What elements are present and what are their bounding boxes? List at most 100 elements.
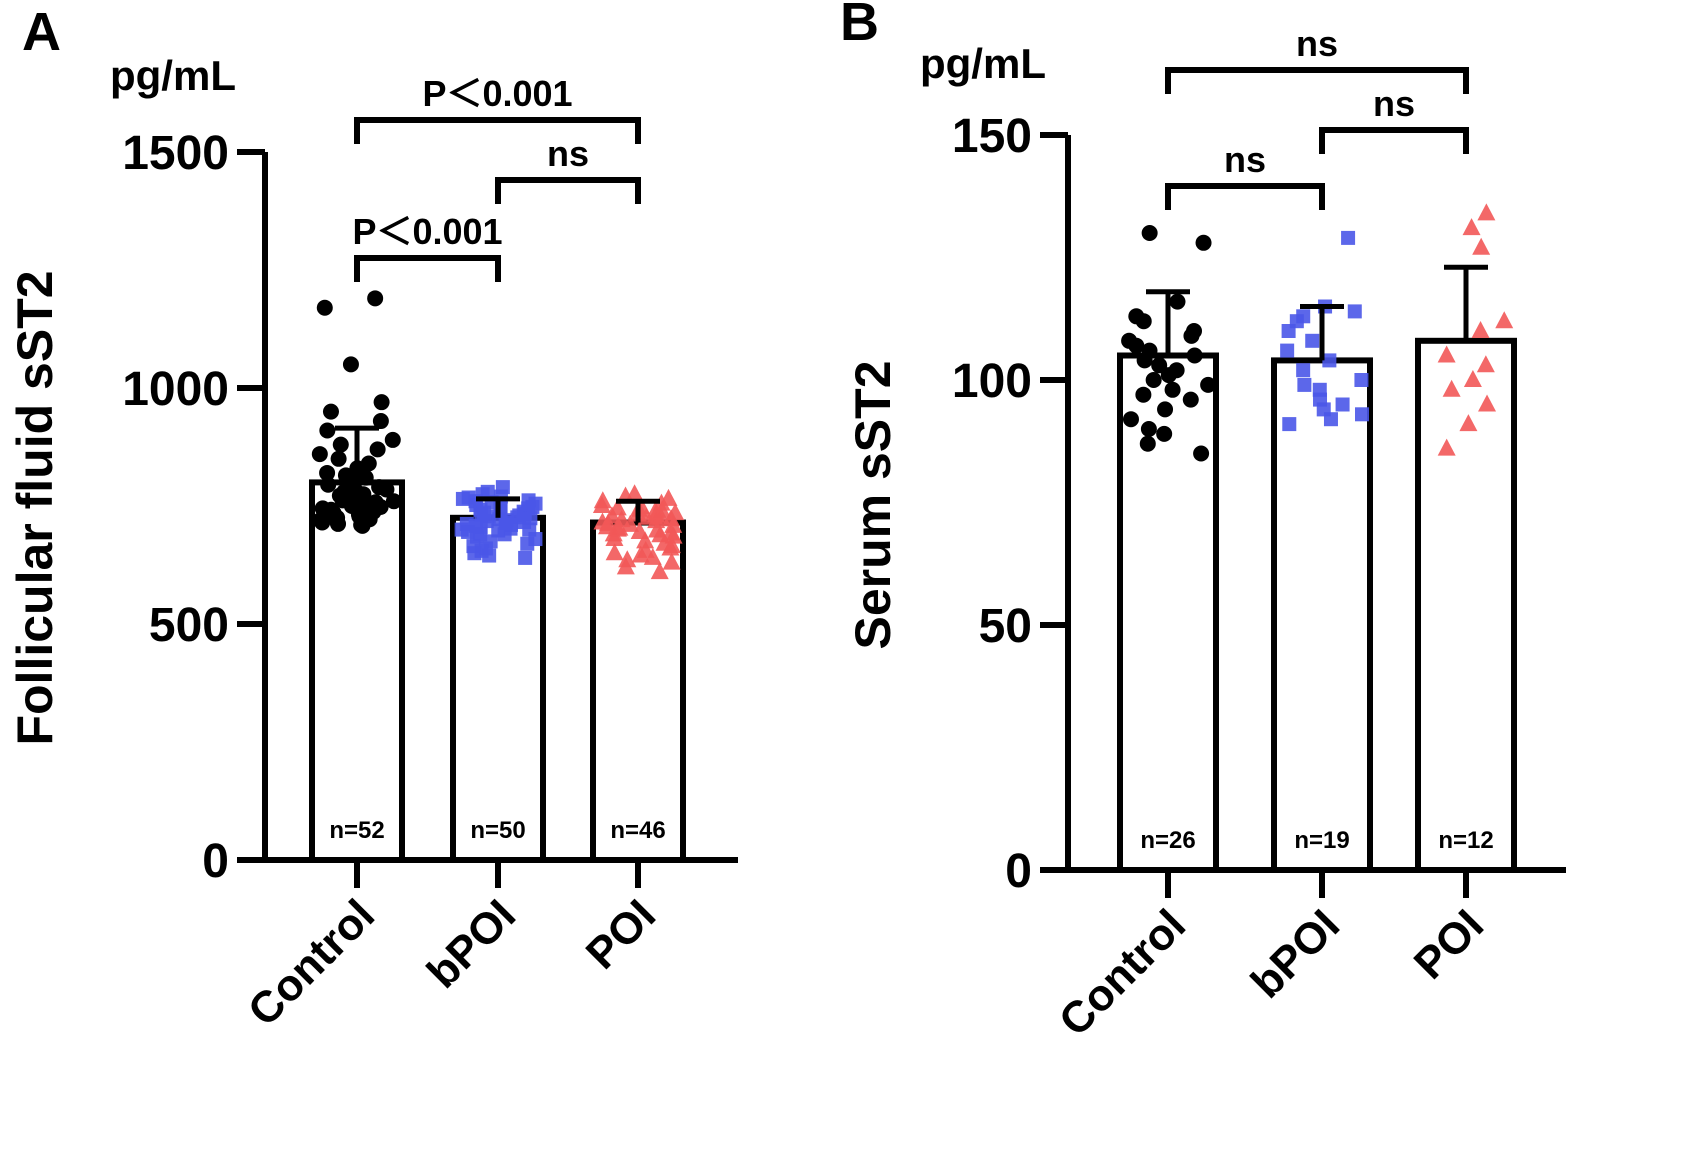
data-point-Control <box>354 517 371 534</box>
data-point-POI <box>605 543 624 561</box>
n-label: n=52 <box>329 817 384 844</box>
y-tick-label: 500 <box>149 599 229 652</box>
data-point-bPOI <box>1322 353 1337 368</box>
data-point-POI <box>637 507 656 525</box>
x-tick-label: POI <box>577 890 665 978</box>
data-point-bPOI <box>467 546 482 561</box>
data-point-bPOI <box>1282 417 1297 432</box>
data-point-POI <box>661 538 680 556</box>
data-point-Control <box>1135 386 1152 403</box>
data-point-Control <box>378 481 395 498</box>
data-point-bPOI <box>482 548 497 563</box>
data-point-POI <box>650 562 669 580</box>
data-point-Control <box>384 431 401 448</box>
data-point-POI <box>1471 321 1490 338</box>
panel-letter: B <box>840 0 879 52</box>
y-tick-label: 100 <box>952 355 1032 408</box>
x-tick-label: bPOI <box>418 890 525 997</box>
bar-POI <box>590 519 686 864</box>
data-point-Control <box>332 436 349 453</box>
data-point-Control <box>1141 225 1158 241</box>
data-point-Control <box>1145 372 1162 388</box>
y-tick-label: 150 <box>952 110 1032 163</box>
data-point-Control <box>1139 435 1156 452</box>
n-label: n=26 <box>1140 827 1195 854</box>
y-tick-label: 0 <box>1005 845 1032 898</box>
data-point-Control <box>1164 381 1181 398</box>
data-point-Control <box>385 493 402 510</box>
data-point-bPOI <box>1341 230 1356 245</box>
n-label: n=46 <box>610 817 665 844</box>
data-point-POI <box>1495 311 1514 329</box>
data-point-POI <box>662 552 681 570</box>
data-point-POI <box>618 550 637 568</box>
x-tick-label: Control <box>1050 900 1195 1045</box>
significance-label: P＜0.001 <box>352 211 502 252</box>
data-point-Control <box>1122 411 1139 428</box>
data-point-Control <box>1140 421 1157 437</box>
data-point-Control <box>330 450 347 467</box>
data-point-bPOI <box>1297 377 1312 392</box>
data-point-bPOI <box>520 536 535 551</box>
data-point-POI <box>605 529 624 547</box>
data-point-Control <box>1157 401 1174 418</box>
data-point-bPOI <box>522 522 537 537</box>
data-point-Control <box>330 515 347 532</box>
y-axis-title: Serum sST2 <box>845 360 901 649</box>
significance-bracket <box>1319 127 1469 154</box>
data-point-bPOI <box>497 527 512 542</box>
y-unit-label: pg/mL <box>920 40 1046 87</box>
panel-B: Bpg/mL Serum sST2 n=26 n=19 n=12 0 50 100 150 Con… <box>840 0 1566 1046</box>
bar-Control <box>309 479 405 863</box>
significance-label: ns <box>547 133 589 174</box>
significance-label: ns <box>1296 23 1338 64</box>
data-point-Control <box>322 403 339 420</box>
significance-bracket <box>354 255 501 282</box>
data-point-bPOI <box>455 491 470 506</box>
data-point-Control <box>1186 347 1203 364</box>
data-point-Control <box>319 464 336 481</box>
data-point-Control <box>342 356 359 373</box>
data-point-POI <box>1459 414 1478 432</box>
data-point-POI <box>643 547 662 565</box>
data-point-Control <box>1193 445 1210 462</box>
data-point-bPOI <box>1354 373 1369 387</box>
data-point-Control <box>1183 327 1200 344</box>
data-point-POI <box>1437 345 1456 363</box>
data-point-POI <box>1478 394 1497 412</box>
data-point-bPOI <box>518 550 533 565</box>
n-label: n=12 <box>1438 827 1493 854</box>
data-point-Control <box>372 413 389 430</box>
panel-A: Apg/mL Follicular fluid sST2 n=52 n=50 n=46 0… <box>7 2 738 1036</box>
bar-bPOI <box>450 514 546 863</box>
data-point-POI <box>1477 203 1496 221</box>
x-tick-label: bPOI <box>1242 900 1349 1007</box>
data-point-POI <box>1442 379 1461 397</box>
x-tick-label: POI <box>1405 900 1493 988</box>
data-point-Control <box>316 299 333 316</box>
significance-bracket <box>1165 67 1469 94</box>
data-point-bPOI <box>1305 333 1320 348</box>
y-unit-label: pg/mL <box>110 52 236 99</box>
data-point-POI <box>1462 218 1481 236</box>
y-axis-title: Follicular fluid sST2 <box>7 270 63 745</box>
data-point-Control <box>1200 376 1217 393</box>
significance-label: ns <box>1224 139 1266 180</box>
data-point-Control <box>369 441 386 458</box>
data-point-Control <box>367 290 384 307</box>
data-point-bPOI <box>1296 363 1311 378</box>
significance-label: ns <box>1373 83 1415 124</box>
data-point-POI <box>652 507 671 525</box>
significance-bracket <box>495 177 641 204</box>
significance-label: P＜0.001 <box>422 73 572 114</box>
y-tick-label: 50 <box>979 600 1032 653</box>
data-point-Control <box>1136 352 1153 369</box>
data-point-Control <box>314 514 331 531</box>
data-point-bPOI <box>473 527 488 542</box>
data-point-bPOI <box>1347 304 1362 319</box>
x-tick-label: Control <box>239 890 384 1035</box>
y-tick-label: 1000 <box>122 363 229 416</box>
data-point-POI <box>631 545 650 563</box>
data-point-POI <box>664 526 683 544</box>
